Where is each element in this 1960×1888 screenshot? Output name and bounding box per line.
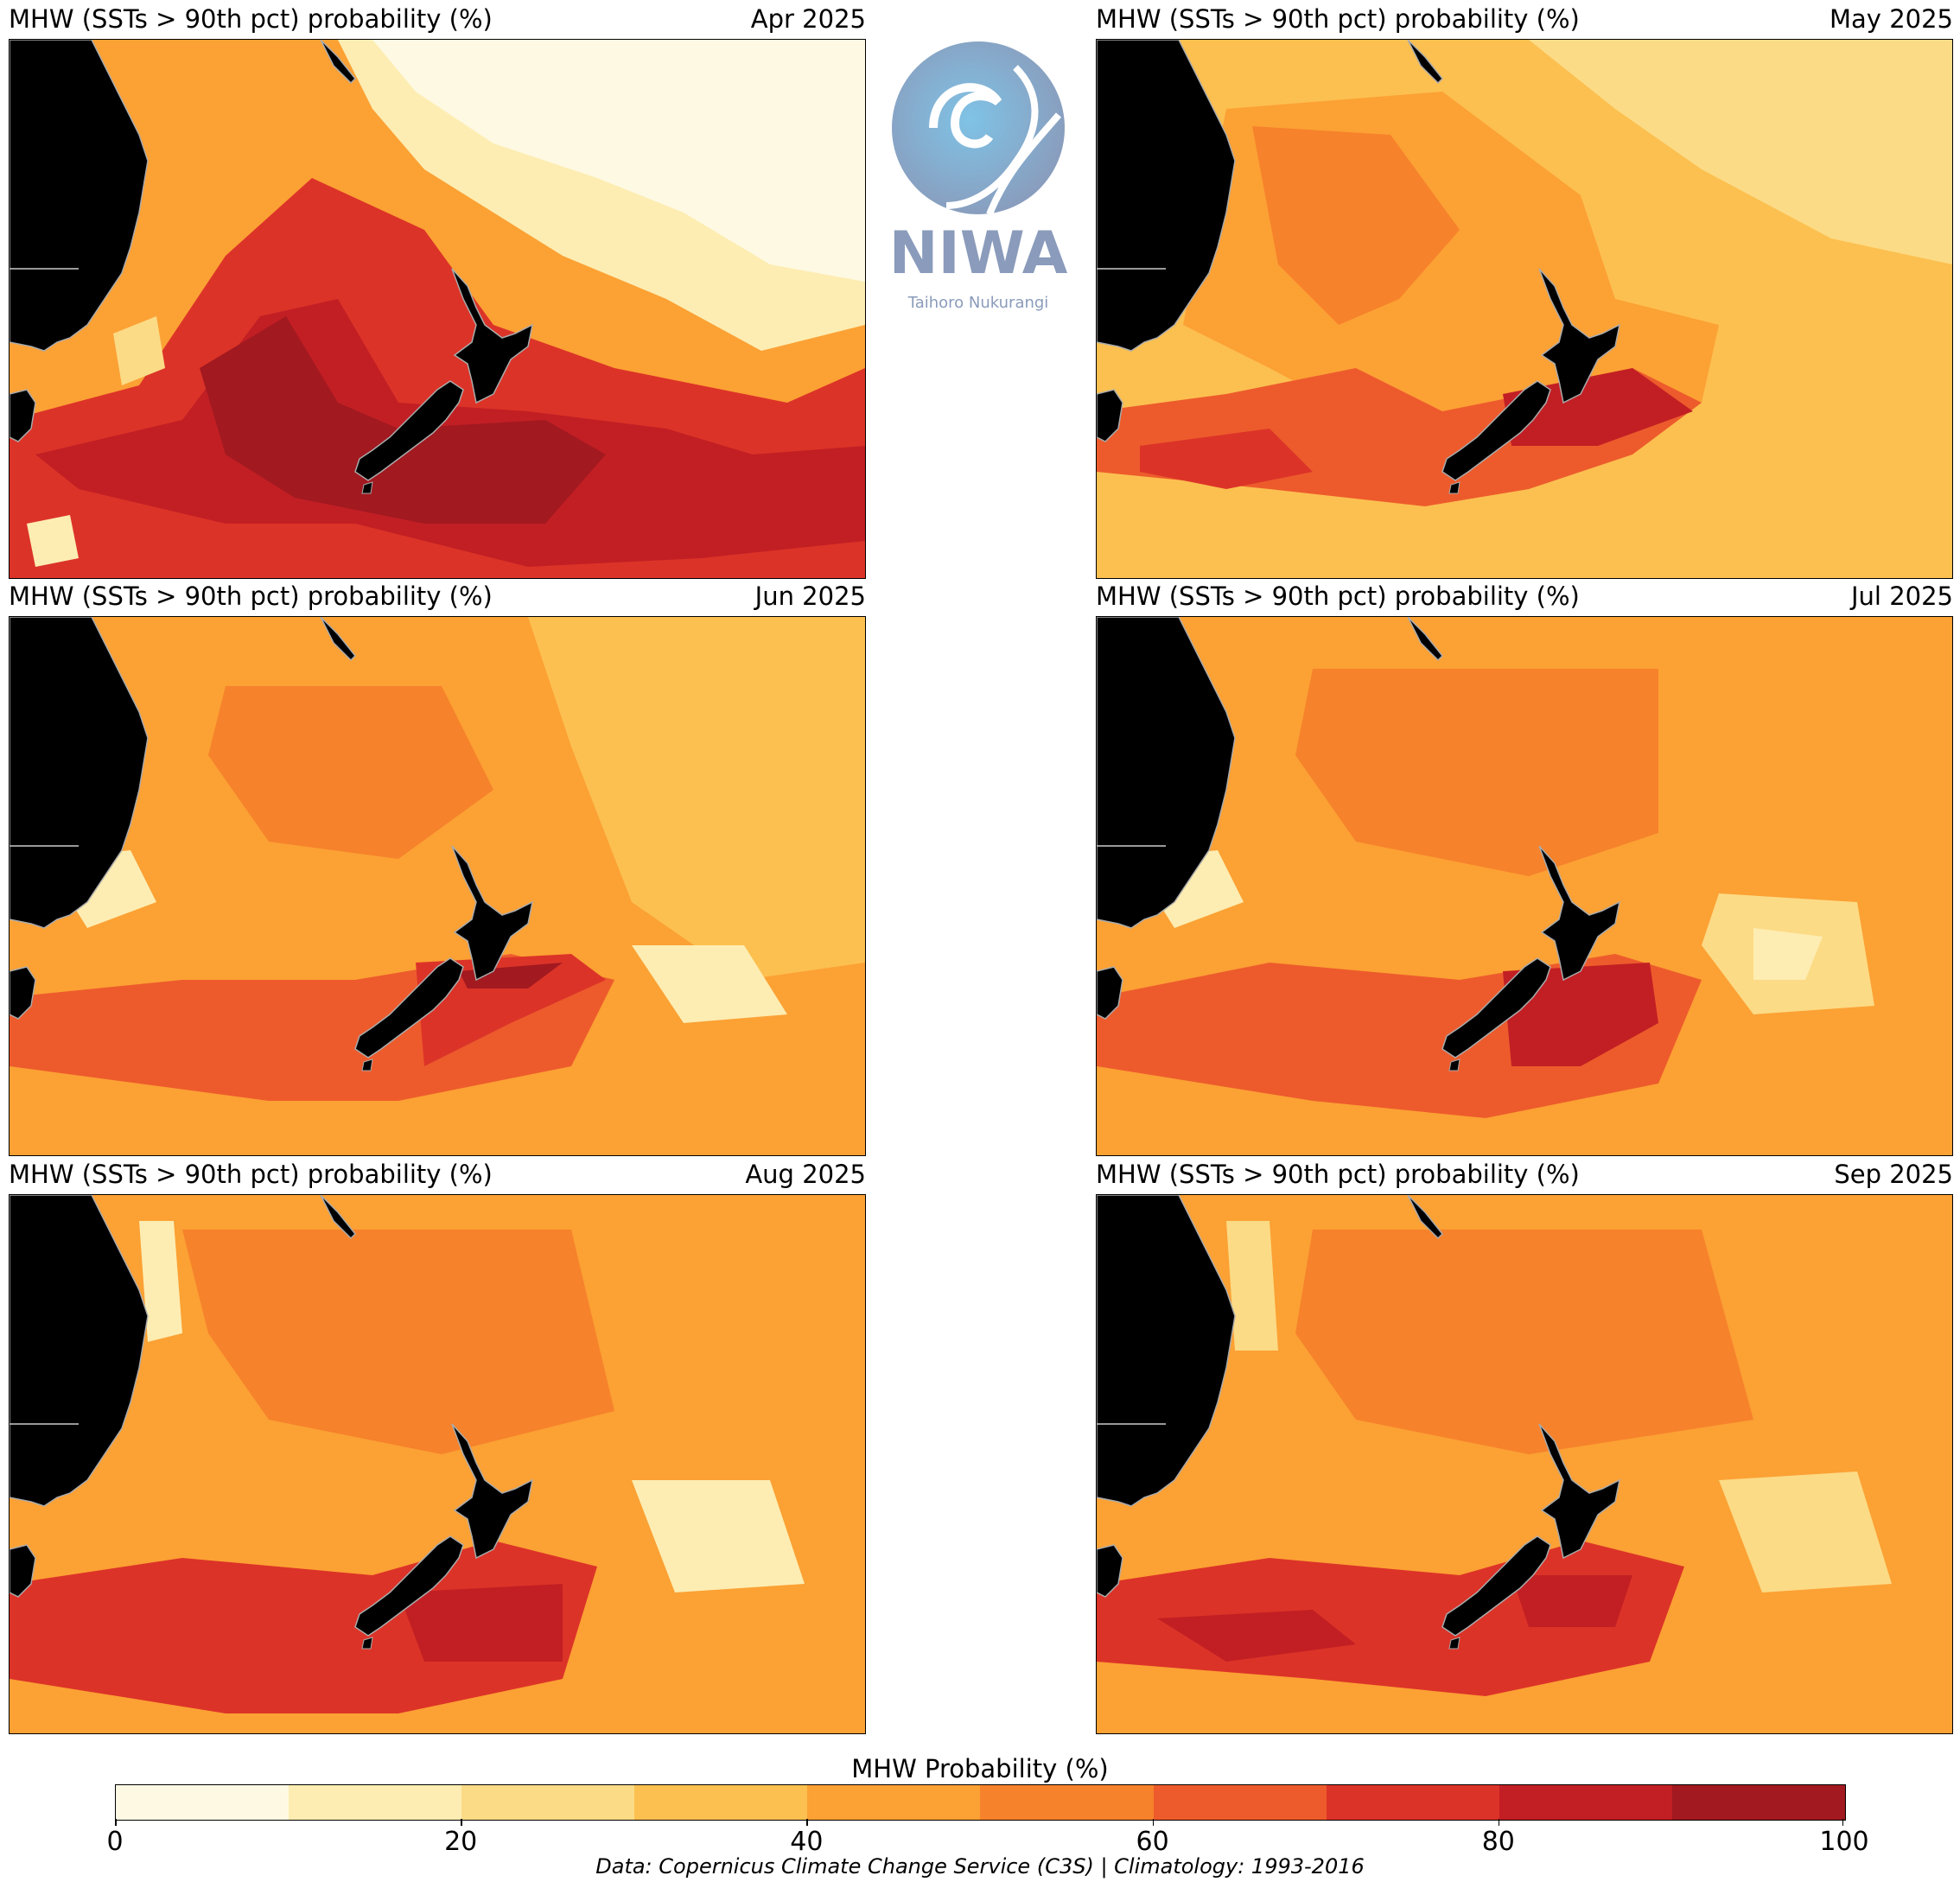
logo-text: NIWA <box>889 219 1068 288</box>
panel-date: Sep 2025 <box>1834 1160 1953 1189</box>
colorbar-ticks: 0 20 40 60 80 100 <box>106 1819 1869 1871</box>
colorbar-seg-70 <box>1326 1785 1499 1820</box>
panel-date: May 2025 <box>1830 4 1953 34</box>
logo-subtitle: Taihoro Nukurangi <box>907 294 1049 312</box>
niwa-emblem-icon <box>892 41 1065 214</box>
colorbar-seg-40 <box>807 1785 981 1820</box>
tick-label: 80 <box>1481 1827 1515 1857</box>
panel-title: MHW (SSTs > 90th pct) probability (%) <box>9 4 493 34</box>
panel-date: Jul 2025 <box>1850 582 1953 611</box>
panel-title: MHW (SSTs > 90th pct) probability (%) <box>1096 1160 1580 1189</box>
panel-title: MHW (SSTs > 90th pct) probability (%) <box>1096 4 1580 34</box>
data-source-note: Data: Copernicus Climate Change Service … <box>595 1854 1365 1878</box>
panel-title: MHW (SSTs > 90th pct) probability (%) <box>1096 582 1580 611</box>
niwa-logo: NIWA Taihoro Nukurangi <box>886 33 1072 318</box>
heatmap-jul-2025 <box>1096 616 1953 1156</box>
tick-label: 20 <box>444 1827 478 1857</box>
colorbar-seg-60 <box>1153 1785 1327 1820</box>
panel-title: MHW (SSTs > 90th pct) probability (%) <box>9 1160 493 1189</box>
tick-label: 0 <box>106 1827 124 1857</box>
colorbar-seg-50 <box>980 1785 1154 1820</box>
colorbar-seg-0 <box>116 1785 290 1820</box>
colorbar-seg-80 <box>1499 1785 1672 1820</box>
colorbar-seg-10 <box>289 1785 462 1820</box>
heatmap-aug-2025 <box>9 1194 866 1734</box>
colorbar-title: MHW Probability (%) <box>851 1754 1109 1783</box>
tick-label: 40 <box>790 1827 824 1857</box>
tick-label: 100 <box>1819 1827 1869 1857</box>
heatmap-apr-2025 <box>9 39 866 579</box>
heatmap-sep-2025 <box>1096 1194 1953 1734</box>
tick-label: 60 <box>1136 1827 1169 1857</box>
panel-date: Apr 2025 <box>750 4 866 34</box>
colorbar-seg-30 <box>634 1785 808 1820</box>
panel-date: Jun 2025 <box>754 582 866 611</box>
colorbar-seg-90 <box>1671 1785 1845 1820</box>
colorbar <box>115 1784 1846 1821</box>
colorbar-seg-20 <box>461 1785 635 1820</box>
heatmap-may-2025 <box>1096 39 1953 579</box>
panel-title: MHW (SSTs > 90th pct) probability (%) <box>9 582 493 611</box>
heatmap-jun-2025 <box>9 616 866 1156</box>
panel-date: Aug 2025 <box>745 1160 866 1189</box>
